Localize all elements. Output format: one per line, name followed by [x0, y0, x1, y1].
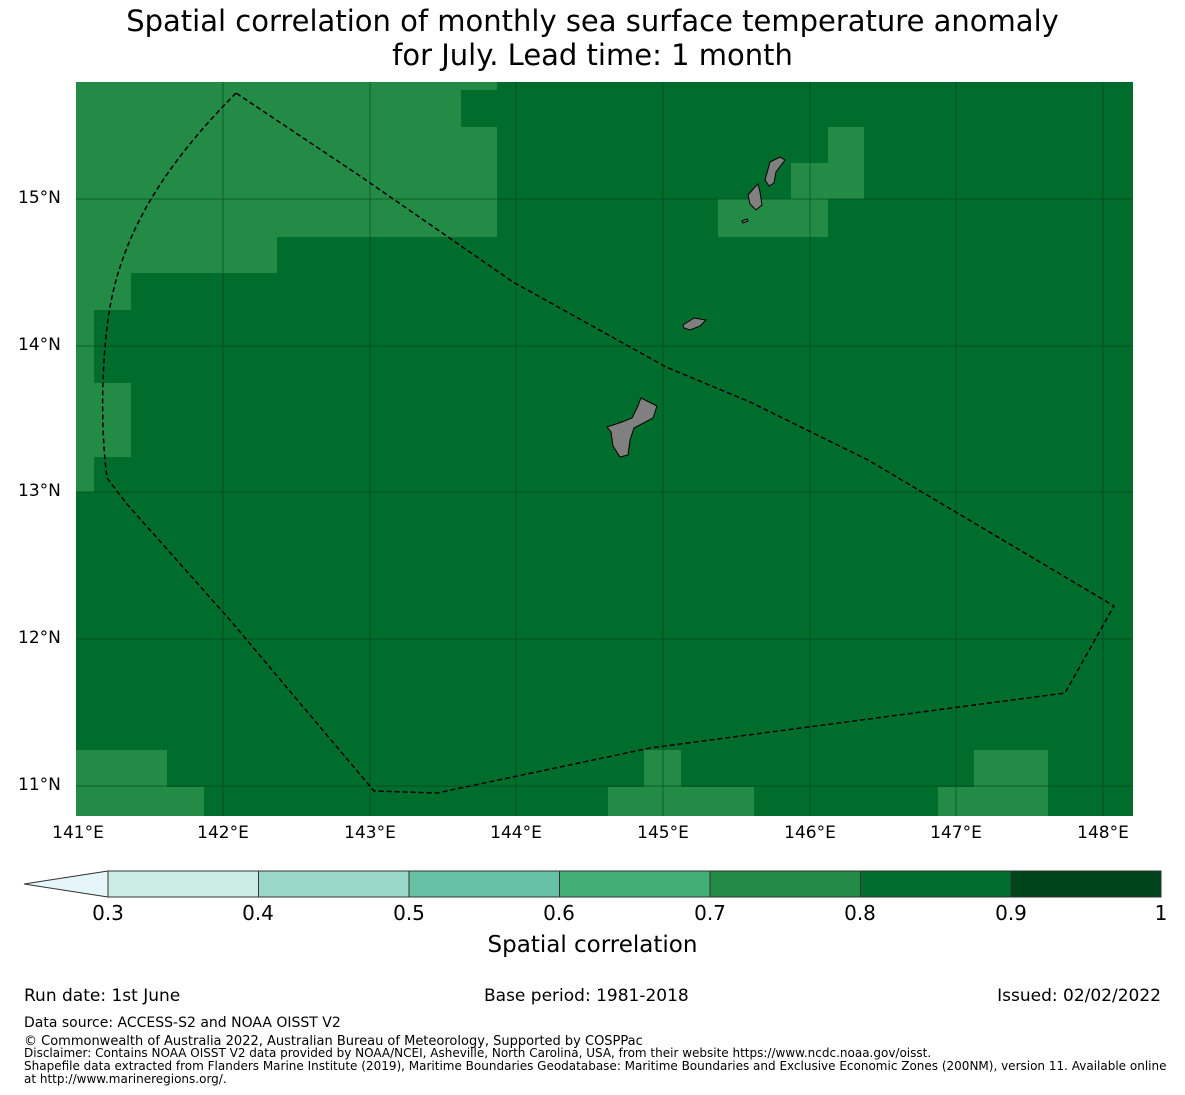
patch-southwest: [76, 750, 204, 816]
eez-boundary: [101, 92, 1116, 794]
patch-south-center: [608, 750, 754, 816]
patch-southeast: [938, 750, 1048, 816]
lat-label-12n: 12°N: [18, 628, 61, 648]
colorbar-bin-0.6-0.7: [559, 870, 711, 898]
colorbar-tick: 0.6: [543, 901, 575, 925]
lon-label-147e: 147°E: [930, 823, 982, 843]
lon-label-143e: 143°E: [344, 823, 396, 843]
island-aguijan: [741, 218, 749, 224]
shapefile-credit-1: Shapefile data extracted from Flanders M…: [24, 1059, 1167, 1073]
graticule: [76, 82, 1133, 816]
title-line-1: Spatial correlation of monthly sea surfa…: [126, 4, 1059, 38]
lat-label-13n: 13°N: [18, 481, 61, 501]
patch-top-notch: [461, 90, 497, 127]
lon-label-141e: 141°E: [52, 823, 104, 843]
island-rota: [682, 317, 708, 331]
colorbar-tick: 1: [1154, 901, 1168, 925]
run-date: Run date: 1st June: [24, 986, 181, 1006]
lon-label-146e: 146°E: [784, 823, 836, 843]
island-tinian: [747, 183, 763, 211]
colorbar-bin-0.8-0.9: [860, 870, 1012, 898]
colorbar-bin-0.3-0.4: [107, 870, 259, 898]
colorbar: [23, 870, 1162, 898]
base-period: Base period: 1981-2018: [484, 986, 689, 1006]
colorbar-extend-min: [23, 870, 109, 898]
colorbar-bin-0.7-0.8: [709, 870, 861, 898]
colorbar-bin-0.5-0.6: [408, 870, 560, 898]
islands: [606, 156, 786, 458]
data-source: Data source: ACCESS-S2 and NOAA OISST V2: [24, 1015, 341, 1031]
lon-label-142e: 142°E: [197, 823, 249, 843]
colorbar-tick: 0.7: [694, 901, 726, 925]
colorbar-tick: 0.9: [995, 901, 1027, 925]
colorbar-tick: 0.8: [844, 901, 876, 925]
colorbar-tick: 0.5: [393, 901, 425, 925]
disclaimer: Disclaimer: Contains NOAA OISST V2 data …: [24, 1046, 932, 1060]
lat-label-15n: 15°N: [18, 188, 61, 208]
colorbar-bin-0.9-1: [1010, 870, 1162, 898]
lat-label-11n: 11°N: [18, 775, 61, 795]
colorbar-bin-0.4-0.5: [258, 870, 410, 898]
lon-label-144e: 144°E: [490, 823, 542, 843]
island-saipan: [764, 156, 786, 187]
lon-label-148e: 148°E: [1077, 823, 1129, 843]
colorbar-tick: 0.3: [92, 901, 124, 925]
map-title: Spatial correlation of monthly sea surfa…: [0, 4, 1185, 72]
patch-northwest: [76, 82, 497, 492]
shapefile-credit-2: at http://www.marineregions.org/.: [24, 1072, 227, 1086]
correlation-patches: [76, 82, 1048, 816]
copyright: © Commonwealth of Australia 2022, Austra…: [24, 1034, 643, 1049]
colorbar-tick: 0.4: [242, 901, 274, 925]
lon-label-145e: 145°E: [637, 823, 689, 843]
patch-northeast: [718, 127, 864, 237]
lat-label-14n: 14°N: [18, 335, 61, 355]
colorbar-title: Spatial correlation: [487, 932, 698, 958]
island-guam: [606, 397, 658, 458]
issued-date: Issued: 02/02/2022: [997, 986, 1161, 1006]
title-line-2: for July. Lead time: 1 month: [392, 38, 793, 72]
